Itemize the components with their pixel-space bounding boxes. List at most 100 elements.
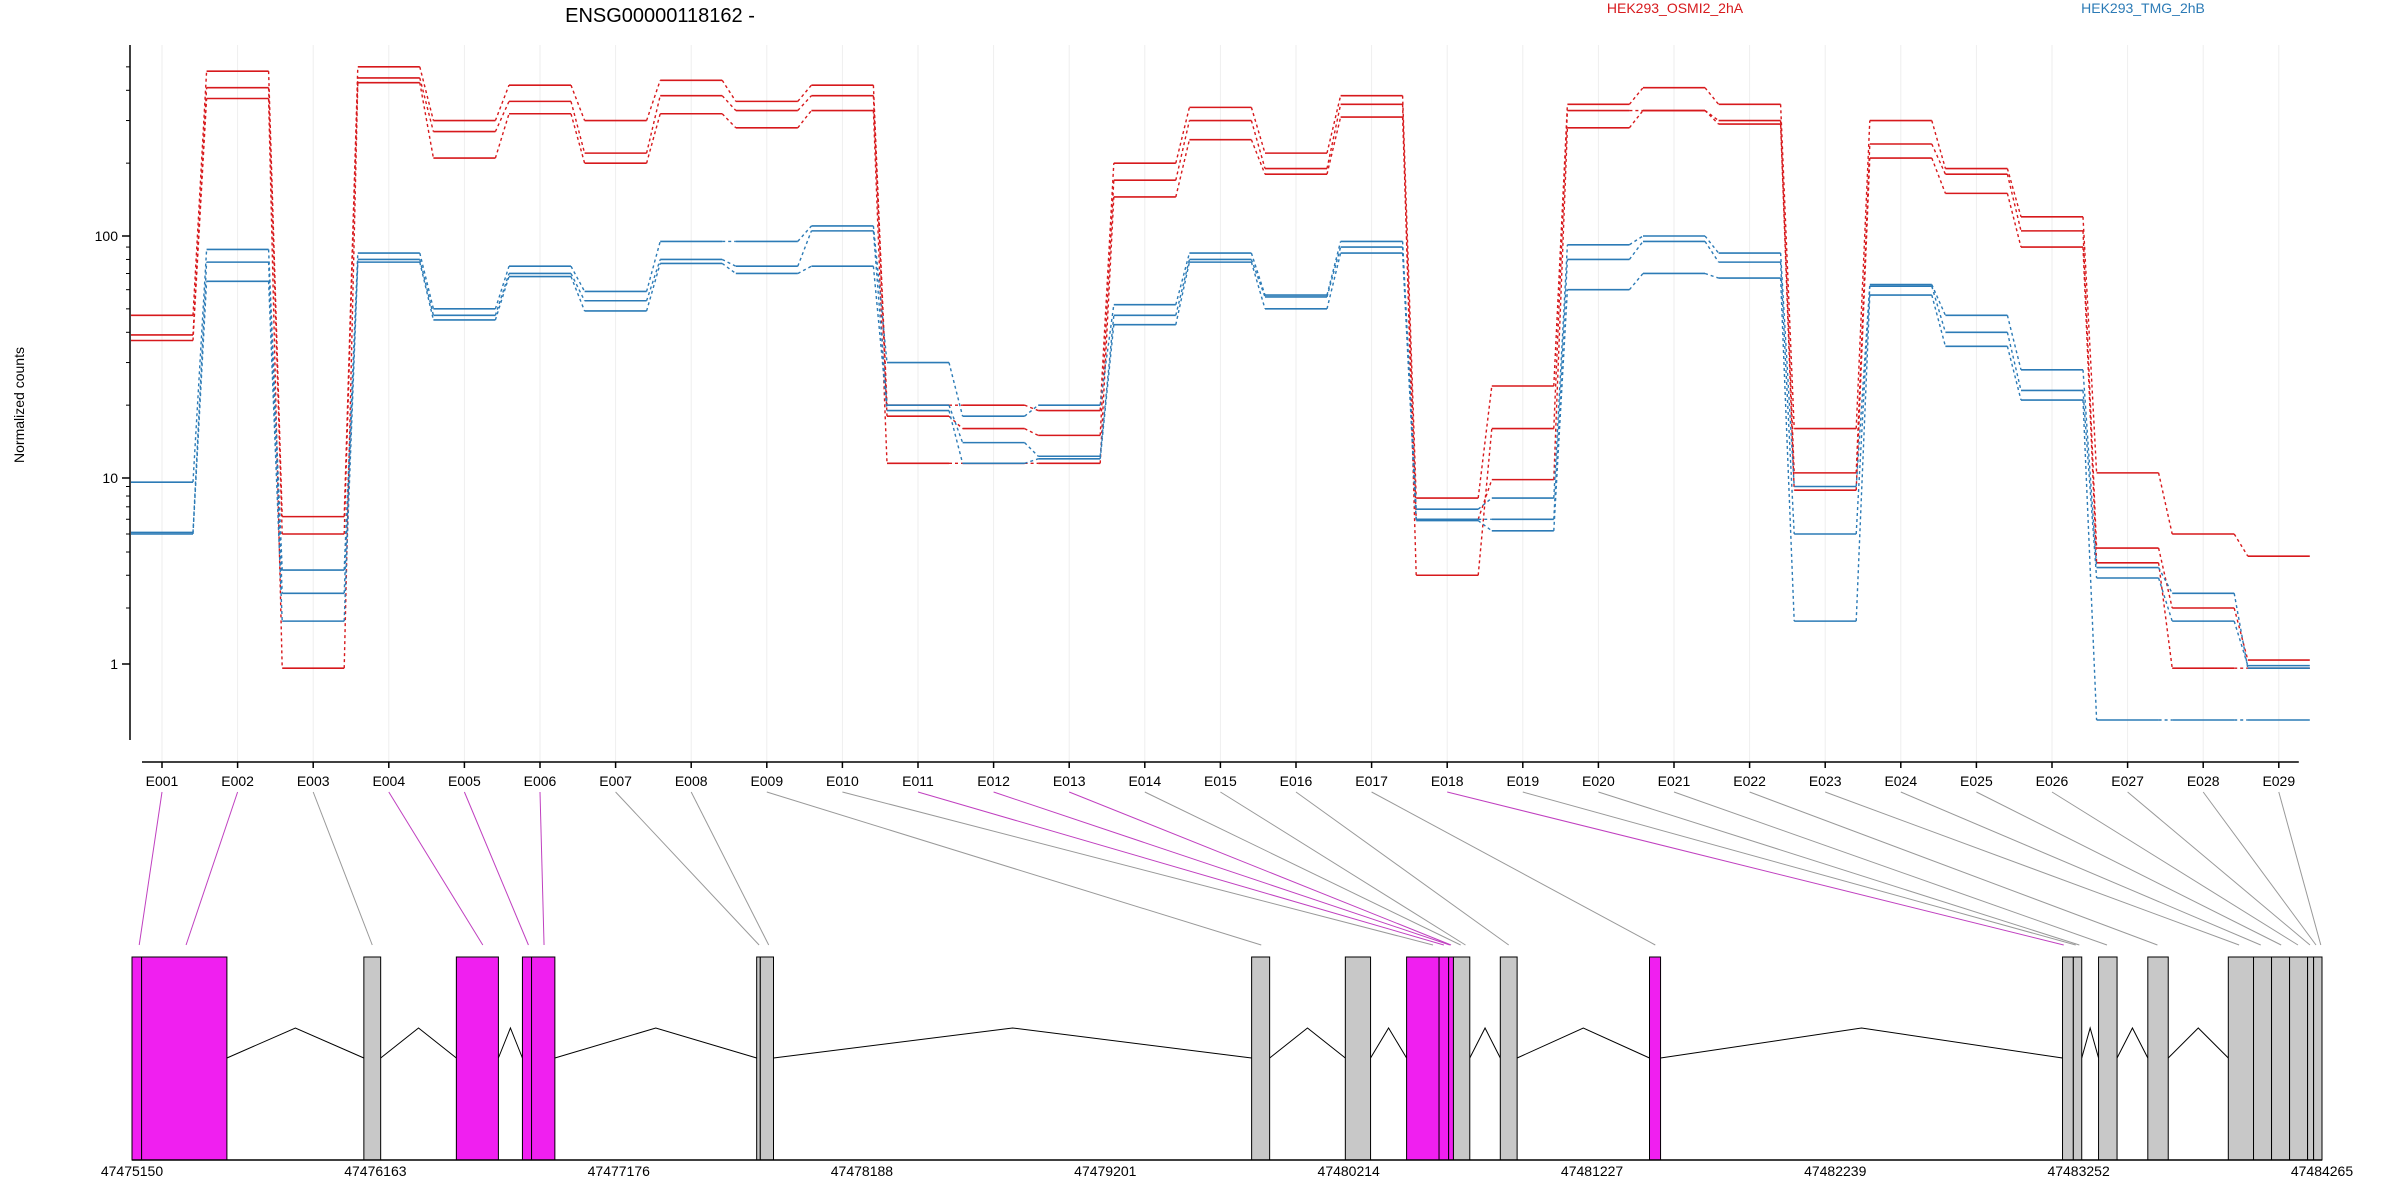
series-transition: [1326, 241, 1342, 296]
exon-box: [531, 956, 556, 1161]
genomic-tick-label: 47479201: [1074, 1163, 1137, 1179]
series-transition: [797, 84, 812, 102]
exon-box: [2147, 956, 2169, 1161]
series-transition: [494, 101, 510, 132]
series-transition: [494, 266, 510, 310]
series-lines: [131, 66, 2310, 721]
series-transition: [1326, 116, 1342, 175]
intron-line: [2081, 1026, 2100, 1059]
intron-line: [1269, 1027, 1346, 1059]
series-transition: [494, 273, 510, 316]
series-transition: [797, 230, 813, 267]
series-transition: [797, 265, 812, 275]
series-transition: [1553, 259, 1569, 520]
series-transition: [1629, 235, 1644, 246]
series-transition: [419, 66, 435, 121]
series-transition: [1175, 259, 1191, 316]
series-transition: [1326, 104, 1342, 169]
series-transition: [721, 258, 737, 267]
series-transition: [721, 113, 737, 129]
series-transition: [2006, 332, 2022, 391]
exon-box: [363, 956, 382, 1161]
series-transition: [570, 101, 586, 154]
exon-link-line: [2051, 791, 2299, 946]
series-transition: [1779, 120, 1795, 473]
series-transition: [1477, 520, 1493, 532]
intron-line: [1370, 1027, 1408, 1059]
exon-links: [138, 791, 2322, 946]
y-tick-label: 1: [110, 656, 118, 672]
x-tick-label: E003: [297, 773, 330, 789]
series-transition: [343, 77, 359, 535]
genomic-tick-label: 47475150: [101, 1163, 164, 1179]
series-transition: [1401, 104, 1417, 576]
series-transition: [645, 95, 661, 154]
series-transition: [1175, 252, 1191, 305]
exon-box: [1344, 956, 1372, 1161]
intron-line: [380, 1027, 457, 1059]
series-transition: [1628, 110, 1644, 129]
series-transition: [2006, 193, 2022, 248]
series-transition: [2082, 390, 2098, 579]
series-transition: [1401, 117, 1417, 520]
x-tick-label: E001: [146, 773, 179, 789]
legend-entry-tmg: HEK293_TMG_2hB: [2081, 0, 2205, 16]
x-tick-label: E010: [826, 773, 859, 789]
series-transition: [1855, 157, 1871, 491]
series-transition: [1553, 289, 1569, 531]
series-transition: [721, 95, 737, 111]
series-transition: [1024, 404, 1039, 412]
series-transition: [1628, 273, 1644, 291]
exon-link-line: [1522, 791, 2076, 946]
series-transition: [1628, 87, 1644, 105]
series-transition: [1931, 286, 1947, 333]
x-tick-label: E016: [1280, 773, 1313, 789]
exon-box: [759, 956, 775, 1161]
series-transition: [1250, 107, 1266, 154]
series-transition: [2006, 174, 2022, 232]
y-tick-label: 100: [95, 228, 119, 244]
series-transition: [1931, 120, 1947, 169]
series-transition: [1477, 479, 1493, 520]
series-transition: [1024, 427, 1039, 437]
exon-box: [2253, 956, 2273, 1161]
series-transition: [2233, 593, 2249, 669]
genomic-tick-label: 47484265: [2291, 1163, 2354, 1179]
exon-link-line: [1144, 791, 1461, 946]
intron-line: [1516, 1027, 1650, 1059]
series-transition: [645, 263, 661, 312]
series-transition: [570, 273, 586, 302]
exon-link-line: [185, 791, 239, 946]
exon-link-line: [388, 791, 484, 946]
exon-link-line: [1749, 791, 2158, 946]
exon-link-line: [993, 791, 1451, 946]
exon-link-line: [1295, 791, 1510, 946]
series-transition: [1704, 272, 1719, 279]
series-transition: [192, 249, 208, 483]
series-transition: [1099, 196, 1115, 464]
x-tick-label: E002: [221, 773, 254, 789]
exon-box: [521, 956, 533, 1161]
series-transition: [872, 85, 888, 406]
exon-box: [455, 956, 499, 1161]
intron-line: [497, 1026, 523, 1059]
series-transition: [494, 276, 510, 321]
exon-box: [2227, 956, 2255, 1161]
series-transition: [645, 113, 661, 164]
exon-box: [2289, 956, 2309, 1161]
genomic-tick-label: 47476163: [344, 1163, 407, 1179]
genomic-tick-label: 47477176: [588, 1163, 651, 1179]
genomic-tick-label: 47483252: [2047, 1163, 2110, 1179]
series-transition: [2233, 620, 2249, 666]
intron-line: [226, 1027, 365, 1059]
y-tick-label: 10: [102, 470, 118, 486]
exon-link-line: [1598, 791, 2080, 946]
series-transition: [419, 252, 435, 310]
exon-box: [131, 956, 143, 1161]
series-transition: [1477, 385, 1493, 499]
series-transition: [1628, 240, 1644, 260]
series-transition: [1704, 110, 1720, 125]
genomic-tick-label: 47480214: [1318, 1163, 1381, 1179]
exon-box: [2313, 956, 2323, 1161]
exon-box: [1251, 956, 1271, 1161]
